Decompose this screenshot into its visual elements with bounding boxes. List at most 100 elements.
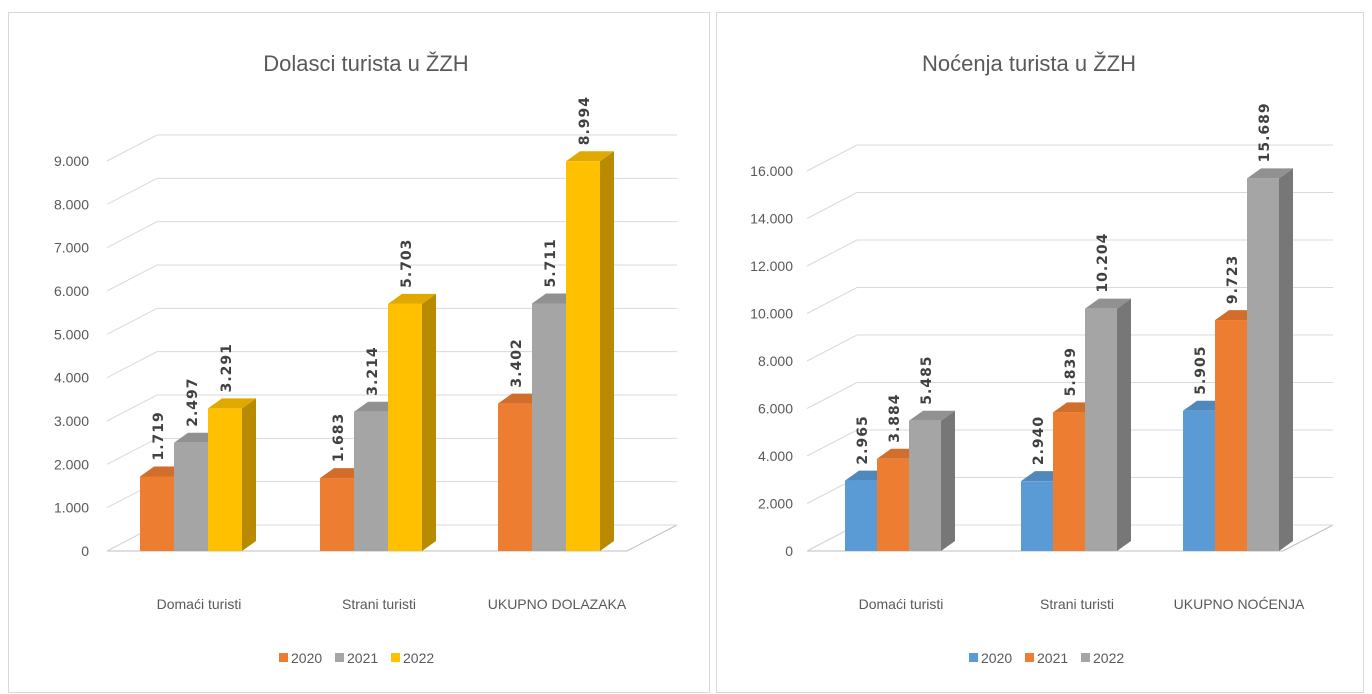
bar-top: [388, 293, 436, 304]
data-label: 2.497: [185, 377, 201, 426]
legend-label: 2021: [347, 650, 378, 666]
y-tick-label: 2.000: [758, 496, 793, 512]
y-tick-label: 10.000: [750, 306, 793, 322]
bar-top: [566, 151, 614, 162]
bar-front: [498, 403, 532, 551]
y-tick-label: 0: [785, 543, 793, 559]
bar-side: [242, 398, 256, 551]
legend-swatch-2020: [969, 653, 978, 662]
data-label: 3.214: [365, 346, 381, 395]
y-tick-label: 2.000: [54, 456, 89, 472]
y-tick-label: 7.000: [54, 240, 89, 256]
legend-label: 2022: [1093, 650, 1124, 666]
legend-swatch-2021: [335, 653, 344, 662]
bar-front: [532, 303, 566, 551]
gridline: [106, 134, 677, 162]
bar-front: [1215, 320, 1247, 551]
category-label: Domaći turisti: [859, 596, 944, 612]
data-label: 2.940: [1031, 416, 1047, 465]
gridline: [106, 264, 677, 292]
bar-strani-turisti-2022: [1085, 298, 1131, 551]
y-tick-label: 5.000: [54, 326, 89, 342]
bar-front: [174, 442, 208, 551]
bar-front: [1085, 308, 1117, 551]
bar-top: [208, 398, 256, 409]
data-label: 15.689: [1257, 102, 1273, 162]
bar-side: [600, 151, 614, 551]
bar-domaci-turisti-2022: [208, 398, 256, 551]
category-label: UKUPNO NOĆENJA: [1174, 596, 1305, 612]
gridline: [106, 351, 677, 379]
data-label: 3.884: [887, 393, 903, 442]
bar-front: [1021, 481, 1053, 551]
bar-front: [845, 480, 877, 551]
arrivals-chart: Dolasci turista u ŽZH 0 1.000 2.000 3.000 4.0…: [54, 51, 678, 666]
data-label: 10.204: [1095, 233, 1111, 293]
bar-front: [208, 408, 242, 551]
gridline: [806, 144, 1333, 172]
data-label: 1.683: [331, 413, 347, 462]
data-label: 2.965: [855, 415, 871, 464]
bar-ukupno-dolazaka-2022: [566, 151, 614, 551]
y-tick-label: 1.000: [54, 500, 89, 516]
bar-ukupno-nocenja-2022: [1247, 168, 1293, 552]
bar-front: [320, 478, 354, 551]
bar-front: [140, 476, 174, 551]
bar-front: [566, 161, 600, 551]
chart-title: Noćenja turista u ŽZH: [922, 51, 1136, 76]
chart-panel-arrivals: Dolasci turista u ŽZH 0 1.000 2.000 3.000 4.0…: [8, 12, 710, 693]
gridline: [806, 239, 1333, 267]
bar-front: [388, 303, 422, 551]
data-label: 1.719: [151, 411, 167, 460]
legend-label: 2022: [403, 650, 434, 666]
y-tick-label: 6.000: [758, 401, 793, 417]
bar-front: [1247, 178, 1279, 552]
data-label: 5.703: [399, 239, 415, 288]
bar-side: [422, 293, 436, 551]
bar-front: [354, 411, 388, 551]
y-tick-label: 8.000: [54, 196, 89, 212]
data-label: 3.291: [219, 343, 235, 392]
data-label: 9.723: [1225, 255, 1241, 304]
legend-label: 2020: [981, 650, 1012, 666]
legend-label: 2020: [291, 650, 322, 666]
bar-top: [1085, 298, 1131, 309]
gridline: [106, 177, 677, 205]
bar-strani-turisti-2022: [388, 293, 436, 551]
bar-front: [877, 458, 909, 551]
legend-swatch-2021: [1025, 653, 1034, 662]
bar-top: [1247, 168, 1293, 179]
bar-front: [1183, 410, 1215, 551]
gridline: [106, 307, 677, 335]
data-label: 8.994: [577, 96, 593, 145]
bar-front: [1053, 412, 1085, 551]
y-tick-label: 3.000: [54, 413, 89, 429]
data-label: 5.839: [1063, 347, 1079, 396]
bar-side: [1279, 168, 1293, 552]
chart-title: Dolasci turista u ŽZH: [263, 51, 468, 76]
y-tick-label: 9.000: [54, 153, 89, 169]
legend-label: 2021: [1037, 650, 1068, 666]
bar-side: [941, 410, 955, 551]
overnights-chart: Noćenja turista u ŽZH 0 2.000 4.000 6.000 8.0…: [750, 51, 1334, 666]
y-tick-label: 4.000: [758, 448, 793, 464]
y-tick-label: 6.000: [54, 283, 89, 299]
category-label: Domaći turisti: [157, 596, 242, 612]
category-label: UKUPNO DOLAZAKA: [488, 596, 627, 612]
chart-panel-overnights: Noćenja turista u ŽZH 0 2.000 4.000 6.000 8.0…: [716, 12, 1364, 693]
y-tick-label: 8.000: [758, 353, 793, 369]
gridline: [806, 192, 1333, 219]
y-tick-label: 0: [81, 543, 89, 559]
gridline: [806, 429, 1333, 457]
bar-side: [1117, 298, 1131, 551]
bar-front: [909, 420, 941, 551]
data-label: 5.711: [543, 238, 559, 287]
category-label: Strani turisti: [1040, 596, 1114, 612]
data-label: 5.485: [919, 355, 935, 404]
y-tick-label: 14.000: [750, 211, 793, 227]
y-tick-label: 12.000: [750, 258, 793, 274]
gridline: [106, 394, 677, 422]
bar-domaci-turisti-2022: [909, 410, 955, 551]
gridline: [806, 334, 1333, 362]
data-label: 3.402: [509, 338, 525, 387]
